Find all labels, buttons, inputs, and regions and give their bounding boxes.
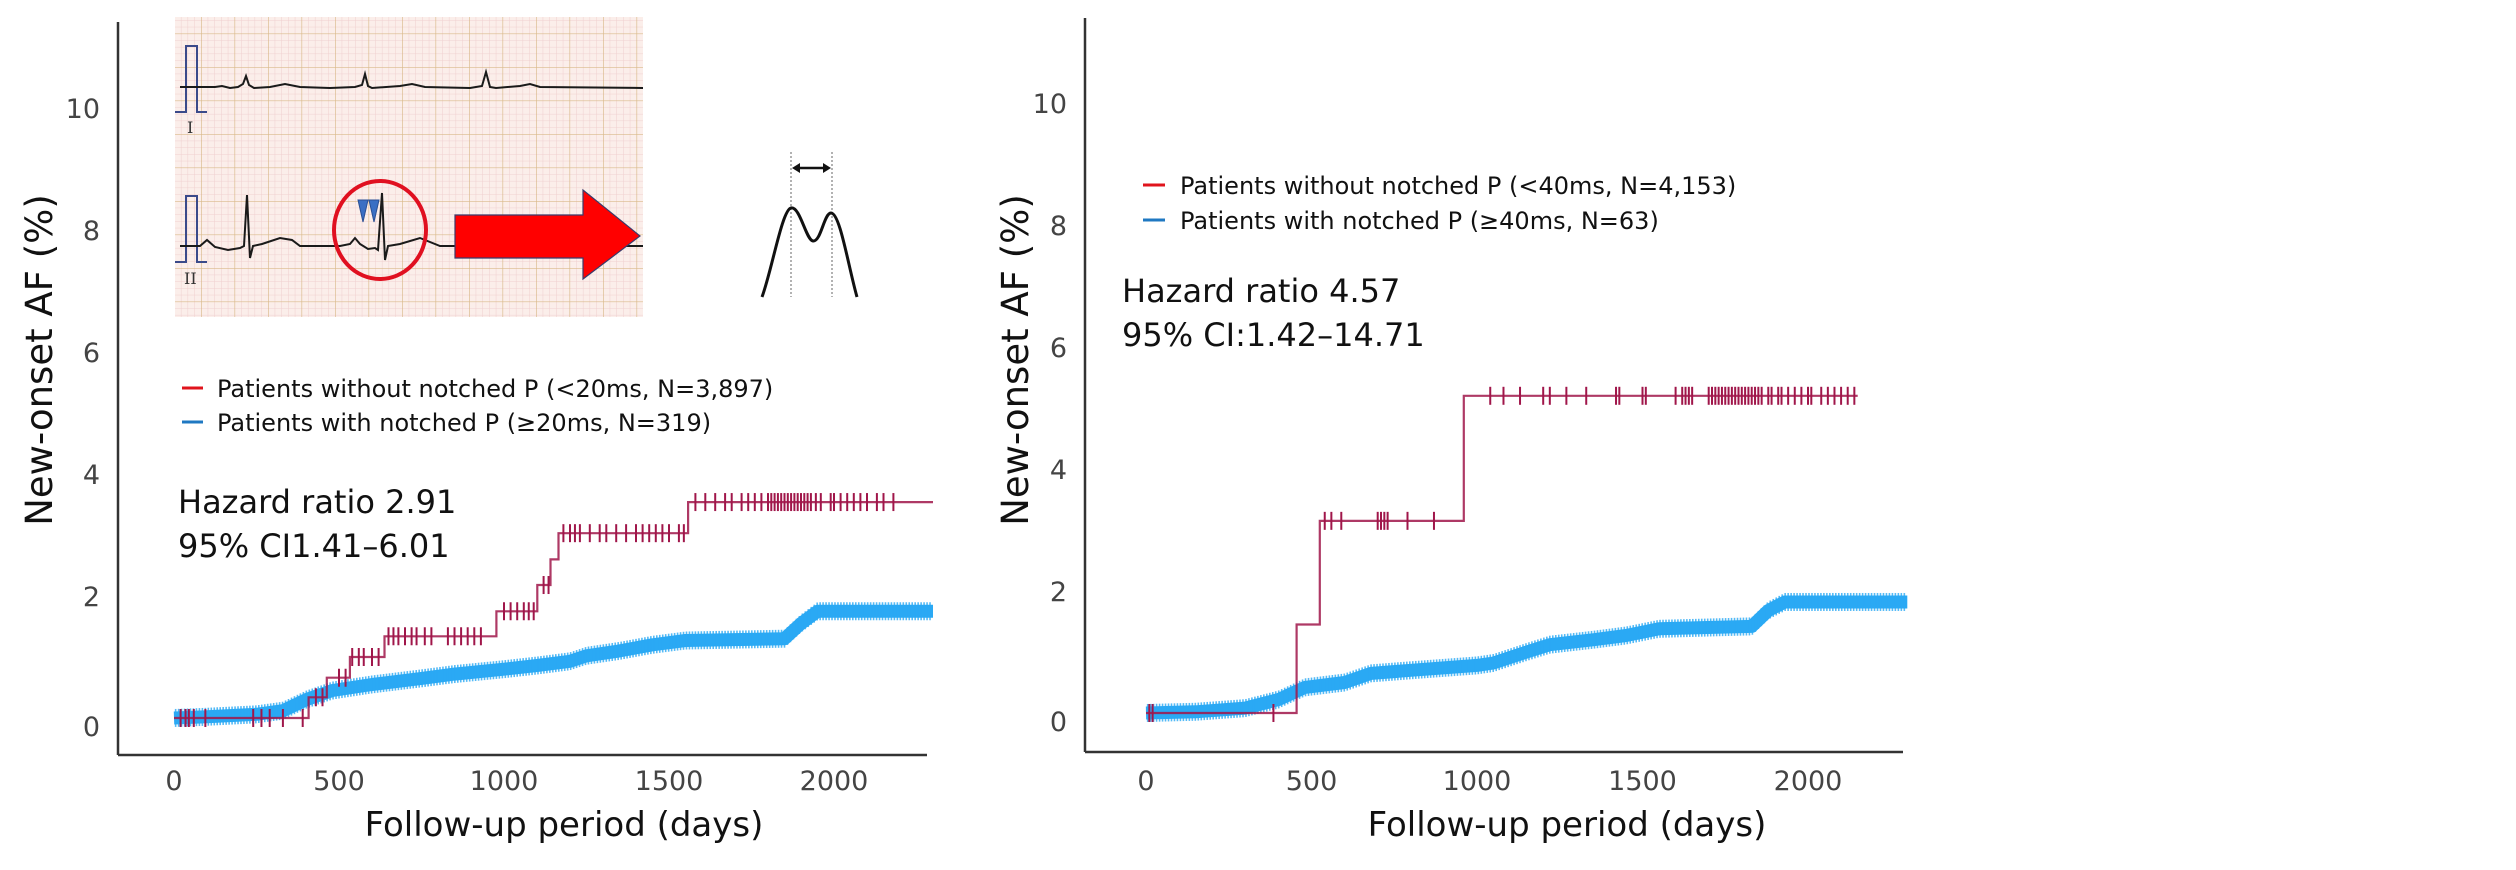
legend-label-red: Patients without notched P (<40ms, N=4,1… [1180,172,1736,200]
y-tick-label: 0 [83,712,100,743]
ecg-lead-label-i: I [187,118,193,137]
ecg-grid [175,17,643,317]
notch-marker-icon [357,199,369,223]
hazard-ratio-text: Hazard ratio 4.57 [1122,272,1400,310]
x-tick-label: 1500 [635,766,704,797]
ecg-inset: I II [175,17,644,317]
arrowhead-left-icon [792,163,800,173]
y-tick-label: 4 [1050,455,1067,486]
notched-p-highlight-circle [332,179,428,281]
arrowhead-right-icon [823,163,831,173]
y-tick-label: 4 [83,460,100,491]
legend-label-red: Patients without notched P (<20ms, N=3,8… [217,375,773,403]
y-tick-label: 8 [83,216,100,247]
legend-label-blue: Patients with notched P (≥20ms, N=319) [217,409,711,437]
y-tick-label: 8 [1050,211,1067,242]
y-tick-label: 6 [1050,333,1067,364]
confidence-interval-text: 95% CI1.41–6.01 [178,527,450,565]
ecg-lead-ii-calibration [175,195,207,263]
right-axes: 0 2 4 6 8 10 0 500 1000 1500 2000 [1033,18,1903,797]
y-tick-label: 6 [83,338,100,369]
left-legend: Patients without notched P (<20ms, N=3,8… [182,375,773,437]
y-tick-label: 10 [66,94,100,125]
left-axes: 0 2 4 6 8 10 0 500 1000 1500 2000 [66,22,927,797]
x-tick-label: 2000 [1774,766,1843,797]
ecg-lead-ii-trace [180,192,643,261]
red-series-line [1146,394,1858,715]
hazard-ratio-text: Hazard ratio 2.91 [178,483,456,521]
y-tick-label: 2 [1050,577,1067,608]
x-tick-label: 0 [165,766,182,797]
right-legend: Patients without notched P (<40ms, N=4,1… [1143,172,1736,235]
x-tick-label: 500 [313,766,365,797]
left-km-chart: I II Patients without notched P (<20m [18,17,933,845]
left-plot-area [173,493,933,727]
legend-label-blue: Patients with notched P (≥40ms, N=63) [1180,207,1659,235]
x-tick-label: 0 [1137,766,1154,797]
red-series-line [174,501,933,720]
x-tick-label: 500 [1286,766,1338,797]
arrow-right-icon [454,188,641,281]
x-tick-label: 1500 [1608,766,1677,797]
right-km-chart: Patients without notched P (<40ms, N=4,1… [994,18,1908,845]
notched-p-schematic [760,152,859,298]
left-x-axis-title: Follow-up period (days) [365,805,764,845]
right-y-axis-title: New-onset AF (%) [994,194,1037,526]
ecg-lead-i-calibration [175,45,207,113]
left-y-axis-title: New-onset AF (%) [18,194,61,526]
notched-p-waveform [760,206,859,298]
right-x-axis-title: Follow-up period (days) [1368,805,1767,845]
right-plot-area [1145,386,1908,722]
y-tick-label: 10 [1033,89,1067,120]
notch-marker-icon [368,199,380,223]
ecg-lead-label-ii: II [184,269,197,288]
confidence-interval-text: 95% CI:1.42–14.71 [1122,316,1425,354]
x-tick-label: 1000 [1443,766,1512,797]
x-tick-label: 1000 [470,766,539,797]
y-tick-label: 0 [1050,707,1067,738]
y-tick-label: 2 [83,582,100,613]
ecg-lead-i-trace [180,68,644,90]
x-tick-label: 2000 [800,766,869,797]
